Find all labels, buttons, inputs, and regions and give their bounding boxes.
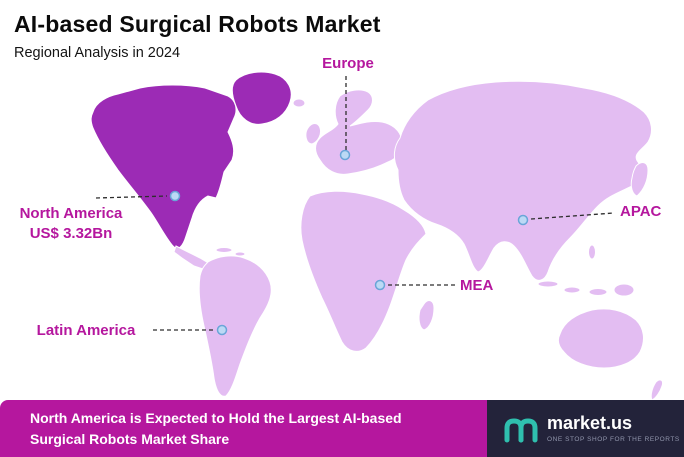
continent-europe — [315, 89, 403, 175]
island-indonesia — [563, 286, 581, 294]
connector-north-america — [95, 195, 168, 199]
marker-mea — [374, 279, 386, 291]
island-philippines — [588, 244, 596, 260]
island-indonesia — [588, 288, 608, 296]
header: AI-based Surgical Robots Market Regional… — [14, 11, 381, 61]
market-us-logo-icon — [504, 417, 538, 442]
banner-text: North America is Expected to Hold the La… — [30, 410, 402, 447]
continent-south-america — [198, 255, 272, 397]
island-madagascar — [418, 300, 435, 331]
map-label-latin-america: Latin America — [36, 322, 136, 339]
map-label-europe: Europe — [322, 55, 374, 72]
continent-asia — [393, 80, 652, 281]
map-label-apac: APAC — [620, 203, 662, 220]
island-indonesia — [537, 280, 559, 288]
marker-apac — [517, 214, 529, 226]
continent-greenland — [231, 71, 292, 125]
marker-latin-america — [216, 324, 228, 336]
north-america-value: US$ 3.32Bn — [29, 224, 113, 242]
brand-name: market.us — [547, 413, 633, 433]
brand-tagline: ONE STOP SHOP FOR THE REPORTS — [547, 436, 680, 443]
page-title: AI-based Surgical Robots Market — [14, 11, 381, 37]
continent-africa — [300, 190, 427, 352]
brand-panel: market.us ONE STOP SHOP FOR THE REPORTS — [487, 400, 684, 457]
caribbean-islands — [234, 251, 246, 257]
map-label-mea: MEA — [460, 277, 494, 294]
key-takeaway-banner: North America is Expected to Hold the La… — [0, 400, 487, 457]
page-subtitle: Regional Analysis in 2024 — [14, 45, 181, 61]
footer: North America is Expected to Hold the La… — [0, 400, 684, 457]
map-label-north-america: North America US$ 3.32Bn — [2, 204, 140, 243]
island-new-guinea — [613, 283, 635, 297]
island-uk — [305, 123, 321, 145]
north-america-name: North America — [19, 205, 123, 222]
island-iceland — [292, 98, 306, 108]
marker-north-america — [169, 190, 181, 202]
continent-north-america — [90, 84, 237, 249]
marker-europe — [339, 149, 351, 161]
caribbean-islands — [215, 247, 233, 253]
brand-text: market.us ONE STOP SHOP FOR THE REPORTS — [547, 414, 680, 443]
island-japan — [630, 162, 649, 197]
island-new-zealand — [650, 379, 663, 401]
continent-australia — [557, 308, 644, 369]
